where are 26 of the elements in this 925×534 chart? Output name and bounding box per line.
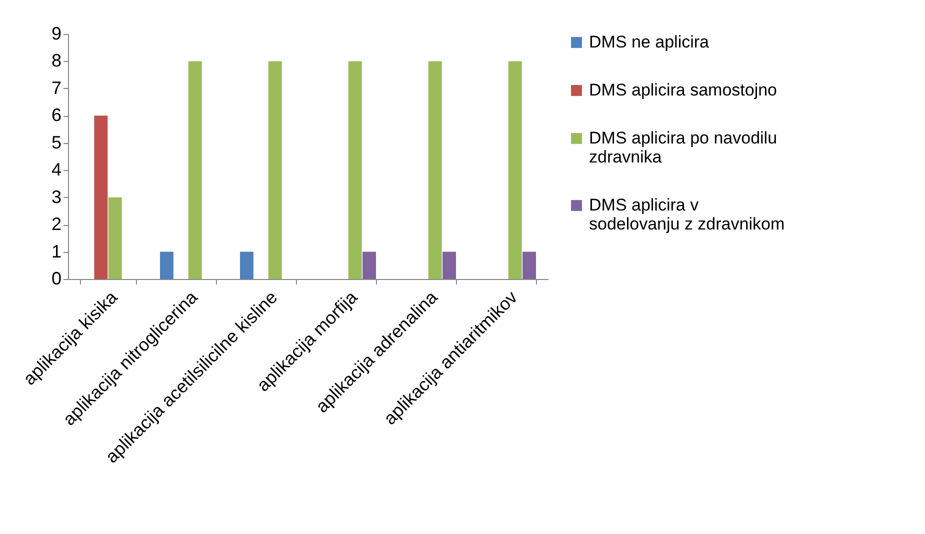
bar <box>348 61 362 279</box>
legend-label: DMS aplicira samostojno <box>589 80 778 100</box>
y-tick-label: 7 <box>51 78 62 98</box>
bar <box>160 252 174 279</box>
y-tick-label: 5 <box>51 132 62 152</box>
bar <box>240 252 254 279</box>
bar <box>508 61 522 279</box>
y-tick-label: 9 <box>51 24 62 44</box>
bar <box>362 252 376 279</box>
bar <box>94 116 108 279</box>
y-tick-label: 6 <box>51 105 62 126</box>
legend-label: DMS aplicira v sodelovanju z zdravnikom <box>589 196 785 234</box>
bar <box>428 61 442 279</box>
legend-label: DMS aplicira po navodilu zdravnika <box>589 128 778 166</box>
bar <box>188 61 202 279</box>
bar <box>108 197 122 279</box>
y-tick-label: 8 <box>51 50 62 71</box>
y-tick-label: 4 <box>51 160 62 180</box>
bar <box>522 252 536 279</box>
legend-label: DMS ne aplicira <box>589 32 710 52</box>
y-tick-label: 1 <box>51 241 62 262</box>
bar <box>268 61 282 279</box>
y-tick-label: 2 <box>51 214 62 234</box>
y-tick-label: 0 <box>51 268 62 288</box>
bar <box>442 252 456 279</box>
y-tick-label: 3 <box>51 186 62 207</box>
